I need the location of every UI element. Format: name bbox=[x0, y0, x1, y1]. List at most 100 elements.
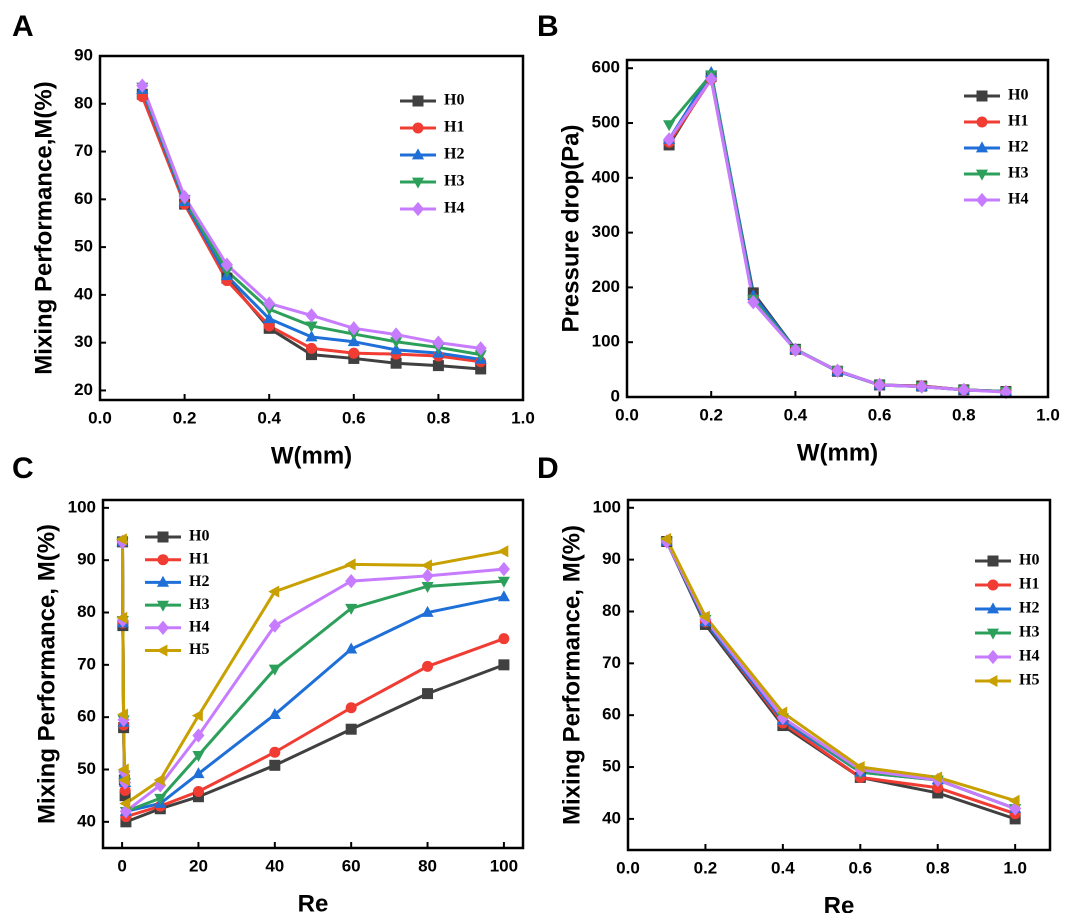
y-tick-label: 50 bbox=[602, 757, 621, 776]
legend-marker bbox=[412, 95, 424, 107]
marker bbox=[345, 723, 357, 735]
x-tick-label: 0.8 bbox=[926, 858, 950, 877]
legend-label: H0 bbox=[1008, 87, 1028, 104]
marker bbox=[422, 660, 434, 672]
x-tick-label: 1.0 bbox=[511, 408, 535, 427]
marker bbox=[119, 784, 131, 796]
legend-label: H4 bbox=[444, 200, 464, 217]
x-tick-label: 0.2 bbox=[173, 408, 197, 427]
plot-frame bbox=[626, 498, 1052, 852]
marker bbox=[192, 767, 205, 779]
marker bbox=[421, 605, 434, 617]
legend-label: H3 bbox=[444, 173, 464, 190]
legend-marker bbox=[411, 148, 425, 160]
marker bbox=[345, 642, 358, 654]
series-line bbox=[667, 75, 1006, 394]
series-line bbox=[665, 540, 1016, 810]
y-tick-label: 0 bbox=[611, 386, 620, 405]
marker bbox=[497, 576, 510, 588]
marker bbox=[915, 379, 928, 394]
legend-label: H4 bbox=[1008, 191, 1028, 208]
marker bbox=[498, 633, 510, 645]
marker bbox=[421, 568, 434, 584]
x-tick-label: 0.2 bbox=[699, 405, 723, 424]
marker bbox=[348, 347, 360, 359]
marker bbox=[192, 750, 205, 762]
marker bbox=[345, 603, 358, 615]
marker bbox=[474, 350, 487, 362]
legend-marker bbox=[156, 575, 170, 587]
panel-label: B bbox=[537, 10, 559, 43]
marker bbox=[957, 382, 970, 398]
y-tick-label: 60 bbox=[74, 189, 93, 208]
marker bbox=[154, 793, 167, 805]
legend-label: H4 bbox=[189, 618, 209, 635]
y-tick-label: 600 bbox=[592, 58, 620, 77]
y-axis-label: Mixing Performance,M(%) bbox=[30, 81, 57, 374]
marker bbox=[268, 618, 281, 633]
x-tick-label: 20 bbox=[189, 856, 208, 875]
marker bbox=[192, 728, 205, 743]
x-tick-label: 0.4 bbox=[771, 858, 795, 877]
legend-label: H3 bbox=[1019, 624, 1039, 641]
legend-label: H2 bbox=[1019, 600, 1039, 617]
marker bbox=[432, 360, 444, 372]
marker bbox=[117, 763, 129, 776]
legend-marker bbox=[156, 644, 168, 657]
y-axis-label: Mixing Performance, M(%) bbox=[33, 524, 60, 824]
marker bbox=[344, 558, 356, 571]
legend-marker bbox=[156, 620, 170, 635]
marker bbox=[263, 296, 276, 311]
marker bbox=[118, 773, 130, 787]
marker bbox=[136, 78, 149, 93]
legend-marker bbox=[987, 579, 999, 591]
y-tick-label: 60 bbox=[77, 707, 96, 726]
marker bbox=[932, 782, 944, 794]
marker bbox=[390, 337, 403, 349]
y-tick-label: 90 bbox=[602, 549, 621, 568]
legend-marker bbox=[975, 169, 989, 181]
series-line bbox=[665, 540, 1016, 821]
x-axis-label: W(mm) bbox=[271, 442, 352, 469]
marker bbox=[268, 664, 281, 676]
legend-marker bbox=[975, 192, 989, 208]
y-tick-label: 40 bbox=[77, 811, 96, 830]
y-tick-label: 70 bbox=[77, 654, 96, 673]
x-tick-label: 80 bbox=[418, 856, 437, 875]
y-tick-label: 80 bbox=[74, 93, 93, 112]
x-tick-label: 1.0 bbox=[1036, 405, 1060, 424]
marker bbox=[931, 771, 943, 784]
legend-marker bbox=[987, 555, 999, 567]
marker bbox=[498, 659, 510, 671]
x-tick-label: 0.8 bbox=[952, 405, 976, 424]
y-tick-label: 80 bbox=[77, 602, 96, 621]
x-tick-label: 0.6 bbox=[848, 858, 872, 877]
legend-marker bbox=[157, 554, 169, 566]
y-tick-label: 50 bbox=[74, 237, 93, 256]
y-tick-label: 90 bbox=[74, 45, 93, 64]
marker bbox=[475, 363, 487, 375]
marker bbox=[117, 708, 129, 721]
x-tick-label: 0.8 bbox=[427, 408, 451, 427]
legend-label: H0 bbox=[189, 528, 209, 545]
legend-marker bbox=[986, 674, 998, 688]
legend-marker bbox=[976, 116, 988, 128]
marker bbox=[390, 327, 403, 342]
marker bbox=[305, 321, 318, 333]
x-tick-label: 0.4 bbox=[257, 408, 281, 427]
y-tick-label: 60 bbox=[602, 705, 621, 724]
legend-marker bbox=[411, 177, 425, 189]
marker bbox=[421, 581, 434, 593]
legend-label: H2 bbox=[189, 573, 209, 590]
marker bbox=[789, 342, 802, 358]
marker bbox=[776, 706, 788, 719]
marker bbox=[663, 132, 676, 147]
marker bbox=[268, 707, 281, 719]
legend-marker bbox=[976, 90, 988, 102]
legend-label: H2 bbox=[444, 146, 464, 163]
y-tick-label: 80 bbox=[602, 601, 621, 620]
marker bbox=[420, 559, 432, 572]
legend-marker bbox=[986, 628, 1000, 640]
marker bbox=[345, 573, 358, 589]
legend-marker bbox=[411, 201, 425, 217]
